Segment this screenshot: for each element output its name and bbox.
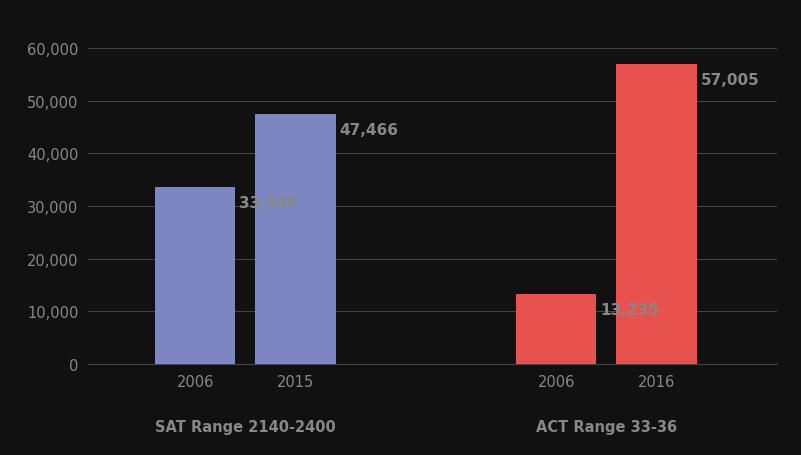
Text: 13,235: 13,235 — [601, 303, 659, 317]
Text: 57,005: 57,005 — [701, 73, 759, 87]
Text: ACT Range 33-36: ACT Range 33-36 — [536, 419, 677, 434]
Bar — [617, 65, 697, 364]
Bar — [256, 115, 336, 364]
Text: 47,466: 47,466 — [340, 123, 399, 138]
Bar — [516, 294, 597, 364]
Text: 33,599: 33,599 — [239, 196, 298, 211]
Bar — [155, 187, 235, 364]
Text: SAT Range 2140-2400: SAT Range 2140-2400 — [155, 419, 336, 434]
